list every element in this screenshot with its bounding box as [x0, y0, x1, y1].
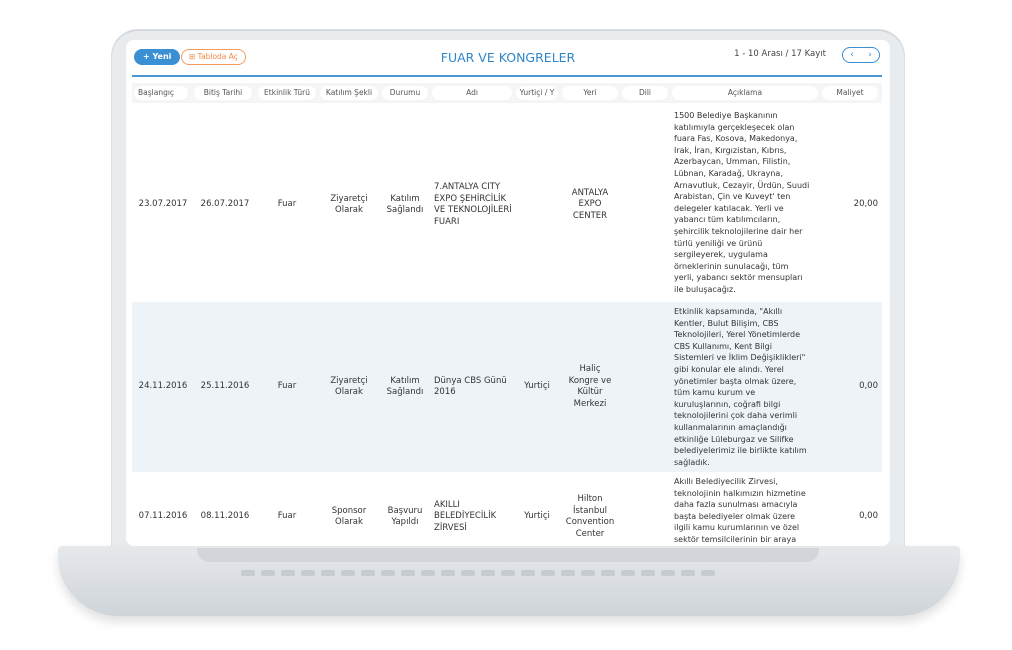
end-date: 26.07.2017	[200, 199, 250, 210]
start-date: 23.07.2017	[138, 199, 188, 210]
status: Katılım Sağlandı	[386, 193, 424, 216]
column-header-place[interactable]: Yeri	[562, 86, 618, 100]
event-type: Fuar	[277, 381, 297, 392]
chevron-left-icon[interactable]: ‹	[850, 50, 854, 60]
cost: 20,00	[853, 199, 878, 210]
event-type: Fuar	[277, 199, 297, 210]
scope	[516, 108, 558, 302]
language	[622, 108, 668, 302]
column-header-description[interactable]: Açıklama	[672, 86, 818, 100]
column-header-scope[interactable]: Yurtiçi / Y	[516, 86, 558, 100]
title-divider	[132, 75, 882, 77]
record-range: 1 - 10 Arası / 17 Kayıt	[734, 49, 826, 59]
event-name: 7.ANTALYA CITY EXPO ŞEHİRCİLİK VE TEKNOL…	[434, 182, 512, 227]
column-header-status[interactable]: Durumu	[382, 86, 428, 100]
status: Katılım Sağlandı	[386, 375, 424, 398]
language	[622, 472, 668, 546]
laptop-keyboard	[238, 562, 778, 576]
event-name: Dünya CBS Günü 2016	[434, 375, 507, 398]
description: 1500 Belediye Başkanının katılımıyla ger…	[674, 111, 810, 294]
laptop-hinge	[197, 548, 819, 562]
column-header-end[interactable]: Bitiş Tarihi	[194, 86, 252, 100]
participation: Sponsor Olarak	[331, 505, 367, 528]
page-title: FUAR VE KONGRELER	[440, 50, 576, 65]
place: ANTALYA EXPO CENTER	[571, 187, 609, 221]
table-row[interactable]: 07.11.2016 08.11.2016 Fuar Sponsor Olara…	[132, 472, 882, 546]
table-row[interactable]: 23.07.2017 26.07.2017 Fuar Ziyaretçi Ola…	[132, 108, 882, 302]
description: Akıllı Belediyecilik Zirvesi, teknolojin…	[674, 477, 806, 544]
column-header-language[interactable]: Dili	[622, 86, 668, 100]
place: Hilton İstanbul Convention Center	[565, 494, 615, 539]
participation: Ziyaretçi Olarak	[330, 375, 368, 398]
end-date: 25.11.2016	[200, 381, 250, 392]
app-screen: + Yeni ⊞ Tabloda Aç FUAR VE KONGRELER 1 …	[126, 40, 890, 546]
event-name: AKILLI BELEDİYECİLİK ZİRVESİ	[434, 499, 497, 533]
column-header-participation[interactable]: Katılım Şekli	[320, 86, 378, 100]
start-date: 07.11.2016	[138, 511, 188, 522]
scope: Yurtiçi	[524, 381, 550, 392]
cost: 0,00	[859, 381, 878, 392]
column-header-name[interactable]: Adı	[432, 86, 512, 100]
end-date: 08.11.2016	[200, 511, 250, 522]
column-header-start[interactable]: Başlangıç	[134, 86, 188, 100]
description: Etkinlik kapsamında, "Akıllı Kentler, Bu…	[674, 307, 807, 467]
chevron-right-icon[interactable]: ›	[868, 50, 872, 60]
cost: 0,00	[859, 511, 878, 522]
event-type: Fuar	[277, 511, 297, 522]
open-in-table-button[interactable]: ⊞ Tabloda Aç	[181, 49, 246, 65]
column-header-type[interactable]: Etkinlik Türü	[258, 86, 316, 100]
scope: Yurtiçi	[524, 511, 550, 522]
participation: Ziyaretçi Olarak	[330, 193, 368, 216]
new-record-button[interactable]: + Yeni	[134, 49, 181, 65]
start-date: 24.11.2016	[138, 381, 188, 392]
language	[622, 302, 668, 472]
table-header: Başlangıç Bitiş Tarihi Etkinlik Türü Kat…	[132, 83, 882, 103]
pager: ‹ ›	[842, 47, 880, 63]
column-header-cost[interactable]: Maliyet	[822, 86, 878, 100]
status: Başvuru Yapıldı	[387, 505, 423, 528]
place: Haliç Kongre ve Kültür Merkezi	[568, 364, 612, 409]
toolbar: + Yeni ⊞ Tabloda Aç FUAR VE KONGRELER 1 …	[126, 40, 890, 76]
table-row[interactable]: 24.11.2016 25.11.2016 Fuar Ziyaretçi Ola…	[132, 302, 882, 472]
